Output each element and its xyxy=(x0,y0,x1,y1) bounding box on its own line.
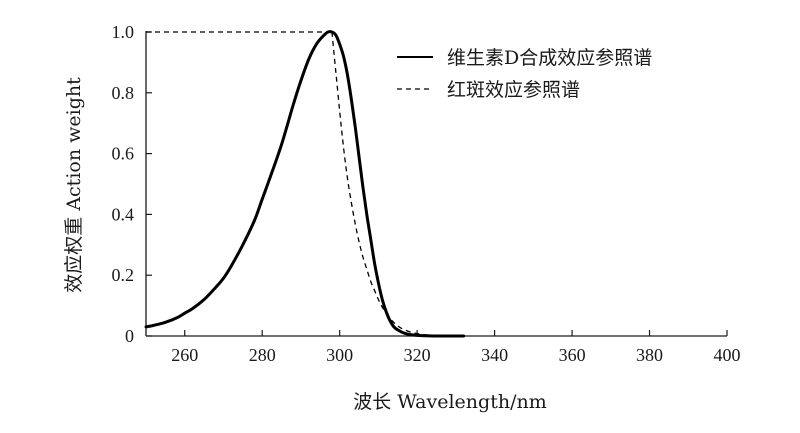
x-axis-title: 波长 Wavelength/nm xyxy=(353,391,546,413)
y-tick-label: 0 xyxy=(125,326,134,346)
series-erythema-curve xyxy=(331,31,456,337)
y-tick-label: 1.0 xyxy=(112,22,135,42)
series-vitamin-d-line xyxy=(144,30,466,338)
y-tick-label: 0.4 xyxy=(112,204,135,224)
series-layer xyxy=(144,30,466,338)
x-tick-label: 320 xyxy=(404,345,431,365)
y-tick-label: 0.8 xyxy=(112,83,135,103)
x-tick-label: 260 xyxy=(171,345,198,365)
legend-label-vitamin-d: 维生素D合成效应参照谱 xyxy=(447,47,652,69)
x-tick-label: 340 xyxy=(481,345,508,365)
series-erythema-line xyxy=(146,31,456,337)
y-tick-label: 0.6 xyxy=(112,144,135,164)
y-tick-label: 0.2 xyxy=(112,265,135,285)
y-axis-title: 效应权重 Action weight xyxy=(63,77,85,293)
x-tick-label: 300 xyxy=(326,345,353,365)
x-tick-label: 360 xyxy=(559,345,586,365)
x-tick-label: 380 xyxy=(636,345,663,365)
legend-label-erythema: 红斑效应参照谱 xyxy=(447,79,580,101)
x-tick-label: 280 xyxy=(249,345,276,365)
axes: 260 280 300 320 340 360 380 400 0 0.2 0.4 0.6 0.8 1.0 xyxy=(112,22,741,365)
x-tick-label: 400 xyxy=(714,345,741,365)
